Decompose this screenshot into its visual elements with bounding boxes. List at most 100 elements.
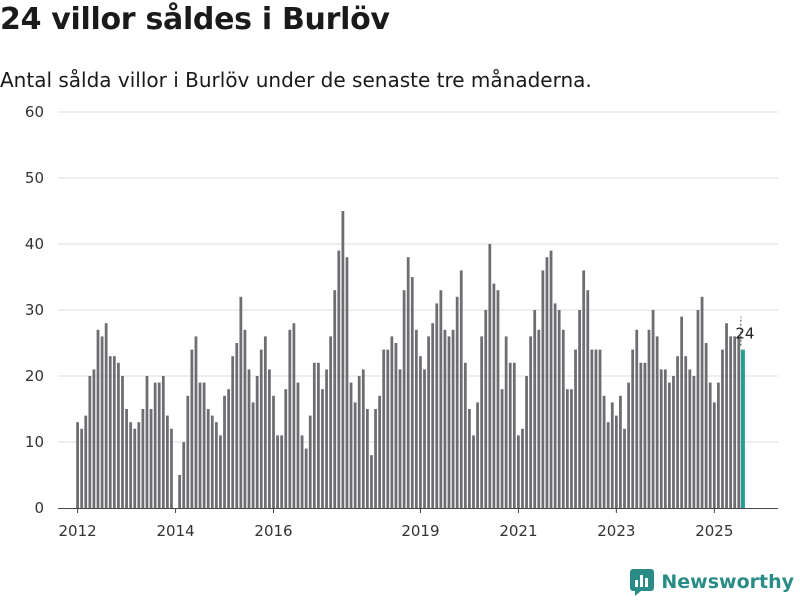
bar <box>737 336 741 508</box>
bar <box>545 257 549 508</box>
bar <box>378 395 382 508</box>
bar <box>231 356 235 508</box>
bar <box>598 349 602 508</box>
bar <box>223 395 226 508</box>
bar <box>112 356 116 508</box>
bar <box>541 270 545 508</box>
bar <box>672 376 675 508</box>
bar <box>149 409 153 508</box>
bar <box>92 369 96 508</box>
bar <box>553 303 557 508</box>
bar <box>165 415 169 508</box>
bar <box>610 402 614 508</box>
bar <box>504 336 508 508</box>
bar <box>288 329 292 508</box>
bar <box>480 336 484 508</box>
bar <box>170 428 173 508</box>
bar <box>365 409 369 508</box>
bar <box>145 376 149 508</box>
bar <box>263 336 267 508</box>
bars <box>76 211 745 508</box>
bar <box>533 310 537 508</box>
bar <box>312 362 316 508</box>
bar <box>472 435 475 508</box>
bar <box>431 323 435 508</box>
bar <box>496 290 500 508</box>
bar <box>590 349 594 508</box>
bar <box>561 329 565 508</box>
bar <box>594 349 598 508</box>
bar <box>627 382 630 508</box>
bar <box>574 349 577 508</box>
bar <box>361 369 365 508</box>
bar <box>296 382 300 508</box>
bar <box>733 336 737 508</box>
bar <box>578 310 582 508</box>
bar <box>129 422 133 508</box>
bar <box>443 329 447 508</box>
bar <box>386 349 390 508</box>
bar <box>488 244 492 508</box>
bar <box>484 310 488 508</box>
bar <box>333 290 337 508</box>
bar <box>276 435 279 508</box>
bar <box>300 435 304 508</box>
bar <box>565 389 569 508</box>
bar <box>529 336 533 508</box>
bar <box>198 382 202 508</box>
bar <box>468 409 471 508</box>
bar <box>619 395 622 508</box>
bar <box>647 329 651 508</box>
x-tick-label: 2019 <box>401 522 439 540</box>
y-axis-labels: 0 10 20 30 40 50 60 <box>25 103 44 517</box>
bar <box>137 422 141 508</box>
bar <box>272 395 275 508</box>
bar <box>414 329 418 508</box>
bar <box>255 376 259 508</box>
bar <box>688 369 692 508</box>
bar <box>500 389 504 508</box>
bar <box>419 356 422 508</box>
bar <box>635 329 639 508</box>
y-tick-label: 40 <box>25 235 44 253</box>
brand-name: Newsworthy <box>661 571 794 593</box>
bar <box>410 277 414 508</box>
bar <box>712 402 716 508</box>
bar <box>153 382 157 508</box>
bar <box>321 389 324 508</box>
annotations: 24 <box>735 316 754 346</box>
bar <box>725 323 728 508</box>
bar <box>214 422 218 508</box>
bar <box>639 362 643 508</box>
y-tick-label: 20 <box>25 367 44 385</box>
x-tick-label: 2014 <box>156 522 194 540</box>
bar <box>435 303 439 508</box>
bar <box>96 329 100 508</box>
bar <box>178 475 182 508</box>
bar <box>337 250 341 508</box>
bar <box>439 290 443 508</box>
bar <box>108 356 112 508</box>
bar <box>382 349 386 508</box>
x-tick-label: 2012 <box>58 522 96 540</box>
bar <box>459 270 463 508</box>
bar <box>247 369 251 508</box>
bar <box>606 422 610 508</box>
bar <box>684 356 688 508</box>
bar <box>643 362 647 508</box>
chart-subtitle: Antal sålda villor i Burlöv under de sen… <box>0 68 592 92</box>
bar <box>394 343 398 508</box>
bar <box>663 369 667 508</box>
bar <box>729 336 733 508</box>
bar <box>190 349 194 508</box>
bar <box>317 362 320 508</box>
bar <box>455 296 459 508</box>
chart-title: 24 villor såldes i Burlöv <box>0 2 390 37</box>
bar <box>292 323 296 508</box>
bar <box>602 395 606 508</box>
latest-value-label: 24 <box>735 325 754 343</box>
y-tick-label: 60 <box>25 103 44 121</box>
x-tick-label: 2025 <box>695 522 733 540</box>
bar <box>325 369 328 508</box>
bar <box>100 336 104 508</box>
